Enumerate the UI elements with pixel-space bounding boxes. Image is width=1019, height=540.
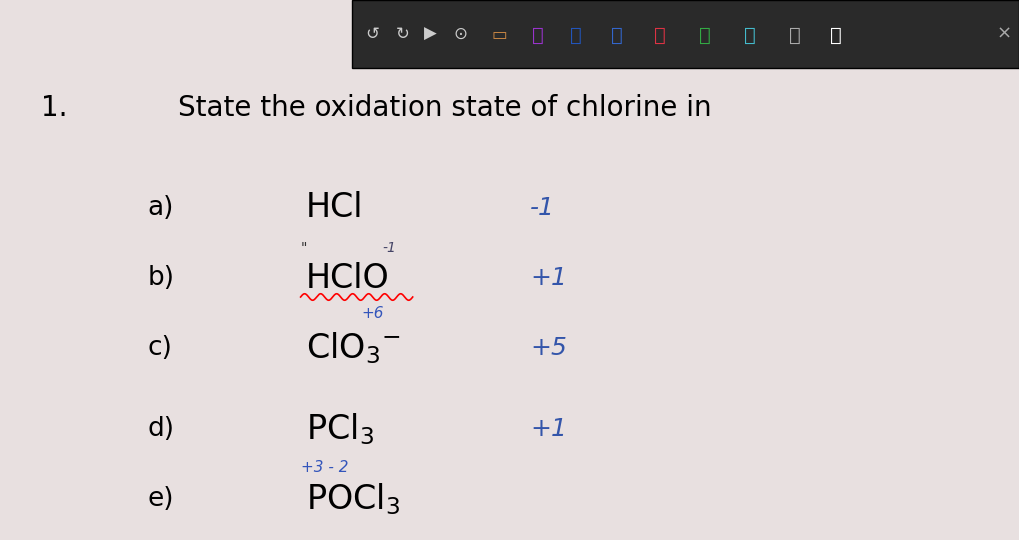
Text: State the oxidation state of chlorine in: State the oxidation state of chlorine in [178, 94, 712, 122]
Text: d): d) [148, 416, 174, 442]
Text: a): a) [148, 195, 174, 221]
Text: ⏷: ⏷ [699, 25, 711, 45]
Text: -1: -1 [382, 241, 396, 255]
Text: ⏷: ⏷ [570, 25, 582, 45]
Text: ClO$_{3}$$^{-}$: ClO$_{3}$$^{-}$ [306, 330, 400, 366]
Text: ⏷: ⏷ [829, 25, 842, 45]
Text: ×: × [997, 25, 1011, 43]
Text: +1: +1 [530, 266, 567, 290]
Text: e): e) [148, 487, 174, 512]
Text: +3 - 2: +3 - 2 [301, 460, 348, 475]
Text: ▶: ▶ [424, 25, 436, 43]
Text: +6: +6 [362, 306, 384, 321]
Text: HCl: HCl [306, 191, 363, 225]
FancyBboxPatch shape [352, 0, 1019, 68]
Text: ⏷: ⏷ [789, 25, 801, 45]
Text: ↺: ↺ [365, 25, 379, 43]
Text: ⏷: ⏷ [610, 25, 623, 45]
Text: ⏷: ⏷ [654, 25, 666, 45]
Text: ": " [301, 241, 307, 255]
Text: +1: +1 [530, 417, 567, 441]
Text: c): c) [148, 335, 172, 361]
Text: ⏷: ⏷ [744, 25, 756, 45]
Text: 1.: 1. [41, 94, 67, 122]
Text: ⊙: ⊙ [453, 25, 468, 43]
Text: +5: +5 [530, 336, 567, 360]
Text: ⏷: ⏷ [532, 25, 544, 45]
Text: ▭: ▭ [491, 26, 507, 44]
Text: POCl$_{3}$: POCl$_{3}$ [306, 482, 399, 517]
Text: HClO: HClO [306, 261, 389, 295]
Text: b): b) [148, 265, 174, 291]
Text: PCl$_{3}$: PCl$_{3}$ [306, 411, 374, 447]
Text: ↻: ↻ [395, 25, 410, 43]
Text: -1: -1 [530, 196, 554, 220]
